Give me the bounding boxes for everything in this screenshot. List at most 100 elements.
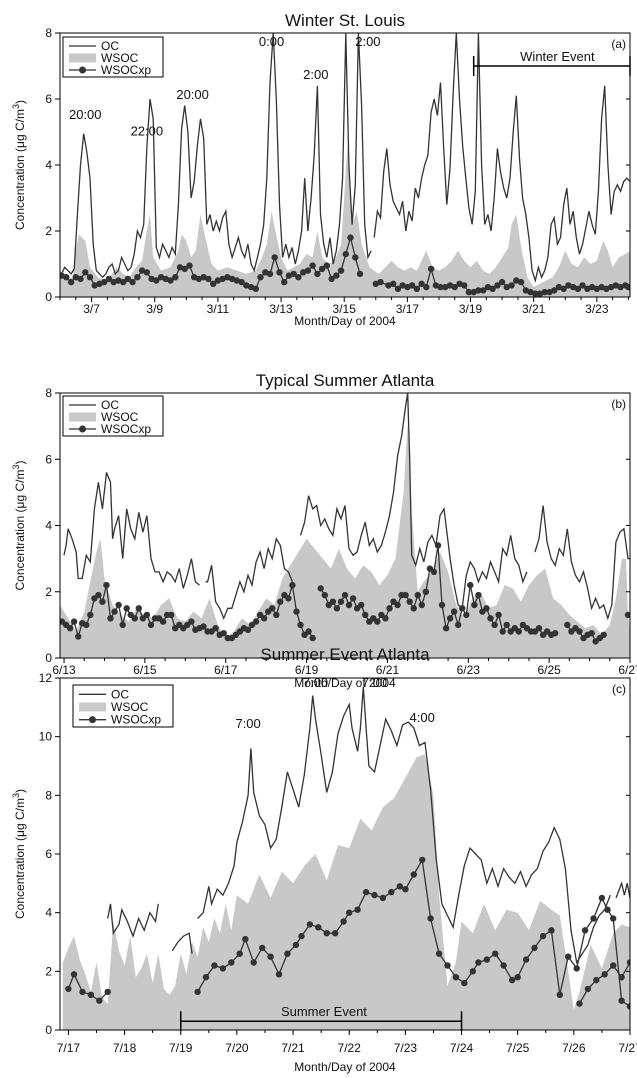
wsocxp-point	[70, 618, 78, 625]
wsocxp-point	[181, 265, 188, 273]
wsocxp-point	[385, 282, 392, 289]
y-axis-label: Concentration (μg C/m3)	[11, 789, 27, 919]
wsocxp-point	[579, 282, 586, 289]
wsocxp-point	[70, 971, 78, 978]
wsocxp-point	[394, 285, 402, 292]
wsocxp-point	[500, 962, 507, 969]
wsocxp-point	[555, 283, 563, 291]
wsocxp-point	[67, 278, 75, 286]
wsocxp-point	[593, 285, 600, 292]
wsocxp-point	[275, 971, 283, 978]
wsocxp-point	[168, 611, 175, 619]
wsocxp-point	[219, 275, 226, 283]
wsocxp-point	[495, 611, 502, 619]
event-label: Winter Event	[520, 49, 595, 64]
wsocxp-point	[374, 618, 381, 625]
wsocxp-point	[386, 605, 393, 612]
wsocxp-point	[584, 985, 592, 993]
panel-label: (c)	[612, 682, 626, 696]
x-tick-label: 3/17	[396, 302, 420, 316]
legend-marker-wsocxp	[89, 716, 96, 724]
wsocxp-point	[522, 956, 530, 963]
wsocxp-point	[153, 277, 160, 284]
oc-line	[534, 505, 630, 621]
wsocxp-point	[624, 611, 630, 619]
wsocxp-point	[306, 921, 314, 928]
wsocxp-point	[610, 915, 617, 922]
wsocxp-point	[593, 976, 600, 984]
wsocxp-point	[236, 950, 243, 957]
wsocxp-point	[556, 991, 563, 998]
wsocxp-point	[418, 280, 425, 287]
wsocxp-point	[120, 278, 127, 286]
wsocxp-point	[451, 283, 458, 291]
wsocxp-point	[444, 962, 451, 969]
wsocxp-point	[394, 601, 401, 609]
y-tick-label: 4	[45, 519, 52, 533]
time-annotation: 22:00	[131, 123, 164, 138]
wsocxp-point	[124, 275, 132, 283]
x-tick-label: 7/22	[338, 1041, 362, 1055]
wsocxp-point	[252, 618, 260, 625]
x-tick-label: 6/27	[618, 663, 637, 677]
wsocxp-point	[220, 630, 227, 637]
wsocxp-point	[527, 288, 534, 296]
wsocxp-point	[295, 274, 302, 281]
wsocxp-point	[539, 932, 547, 940]
wsocxp-point	[356, 270, 364, 278]
wsocxp-point	[277, 598, 284, 605]
wsocxp-point	[66, 625, 74, 632]
wsocxp-point	[273, 611, 280, 619]
wsocxp-point	[475, 959, 482, 966]
wsocxp-point	[565, 953, 572, 960]
x-tick-label: 6/19	[295, 663, 319, 677]
wsocxp-point	[494, 282, 501, 289]
oc-line	[61, 33, 372, 279]
wsocxp-point	[437, 283, 444, 291]
wsocxp-point	[323, 930, 330, 937]
oc-line	[197, 686, 611, 965]
wsocxp-point	[514, 974, 521, 981]
wsocxp-point	[499, 628, 506, 635]
wsocxp-point	[475, 591, 482, 599]
wsocxp-point	[95, 591, 102, 599]
y-axis-label: Concentration (μg C/m3)	[11, 461, 27, 591]
wsocxp-point	[242, 935, 249, 943]
wsocxp-point	[358, 601, 365, 609]
wsocxp-point	[276, 269, 283, 276]
wsocxp-point	[402, 591, 409, 599]
wsocxp-point	[266, 270, 274, 278]
wsocxp-point	[340, 918, 347, 925]
wsocxp-point	[418, 601, 425, 609]
wsocxp-point	[260, 615, 268, 622]
x-tick-label: 7/27	[618, 1041, 637, 1055]
wsocxp-point	[333, 605, 341, 612]
time-annotation: 7:00	[303, 675, 328, 690]
wsocxp-point	[532, 290, 539, 297]
wsocxp-point	[96, 997, 103, 1004]
y-tick-label: 4	[45, 906, 52, 920]
oc-line	[171, 932, 193, 954]
wsocxp-point	[551, 287, 558, 294]
wsocxp-point	[508, 976, 516, 984]
time-annotation: 7:00	[362, 675, 387, 690]
legend-label: OC	[111, 687, 129, 701]
time-annotation: 4:00	[410, 710, 435, 725]
wsocxp-point	[483, 605, 490, 612]
wsocxp-point	[101, 278, 108, 286]
wsocxp-point	[290, 270, 297, 278]
time-annotation: 2:00	[303, 67, 328, 82]
wsocxp-point	[414, 591, 421, 599]
wsocxp-point	[186, 262, 193, 269]
x-tick-label: 6/23	[457, 663, 481, 677]
wsocxp-point	[103, 581, 110, 589]
panel-label: (a)	[611, 37, 626, 51]
wsocxp-point	[244, 626, 252, 633]
wsocxp-point	[345, 601, 353, 609]
wsocxp-point	[342, 250, 349, 258]
wsocxp-point	[349, 595, 357, 602]
wsocxp-point	[105, 275, 113, 283]
y-tick-label: 0	[45, 290, 52, 304]
wsocxp-point	[598, 894, 606, 902]
